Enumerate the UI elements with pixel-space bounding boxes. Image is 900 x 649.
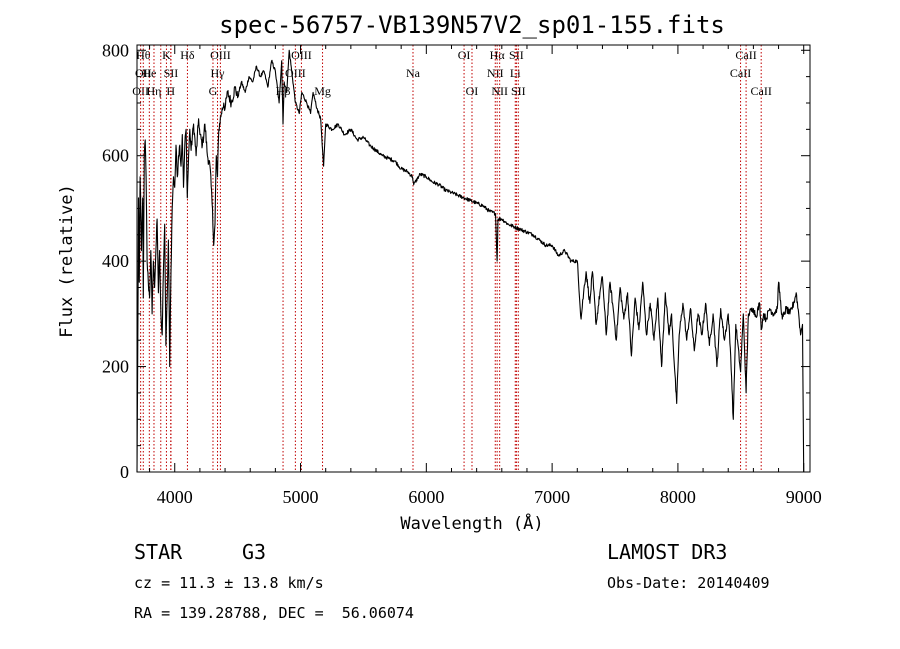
y-tick-label: 800 <box>102 40 129 60</box>
spectral-line-label: SII <box>164 66 179 80</box>
y-tick-label: 0 <box>120 462 129 482</box>
spectral-line-label: Hη <box>147 84 162 98</box>
x-axis-label: Wavelength (Å) <box>400 512 543 534</box>
y-tick-label: 600 <box>102 146 129 166</box>
x-tick-label: 7000 <box>534 487 570 507</box>
spectral-line-label: Hδ <box>180 48 195 62</box>
observation-date: Obs-Date: 20140409 <box>607 574 770 592</box>
spectral-line-label: OIII <box>285 66 306 80</box>
x-tick-label: 9000 <box>786 487 822 507</box>
spectral-line-label: He <box>142 66 156 80</box>
spectral-line-label: NII <box>487 66 504 80</box>
spectral-line-label: Na <box>406 66 421 80</box>
spectral-line-label: OIII <box>210 48 231 62</box>
spectral-lines: OIIHθOIIHeHηKHSIIHδGHγOIIIHβOIIIOIIIMgNa… <box>132 45 772 472</box>
y-tick-label: 400 <box>102 251 129 271</box>
spectral-line-label: OII <box>132 84 149 98</box>
spectral-line-label: SII <box>509 48 524 62</box>
object-subclass: G3 <box>242 540 267 564</box>
spectral-line-label: CaII <box>751 84 772 98</box>
axes: 4000 5000 6000 7000 8000 9000 0 200 400 600 800 <box>102 40 822 507</box>
spectral-line-label: SII <box>511 84 526 98</box>
spectral-line-label: G <box>209 84 218 98</box>
spectral-line-label: Hθ <box>136 48 151 62</box>
plot-frame <box>136 44 811 473</box>
spectral-line-label: CaII <box>735 48 756 62</box>
spectral-line-label: NII <box>491 84 508 98</box>
series-layer <box>136 49 805 473</box>
y-axis-label: Flux (relative) <box>57 184 77 338</box>
spectral-line-label: Mg <box>314 84 331 98</box>
spectral-line-label: OI <box>466 84 479 98</box>
spectral-line-label: CaII <box>730 66 751 80</box>
spectral-line-label: K <box>162 48 171 62</box>
spectral-line-label: OIII <box>291 48 312 62</box>
object-class: STAR <box>134 540 183 564</box>
coordinates: RA = 139.28788, DEC = 56.06074 <box>134 604 414 622</box>
spectral-line-label: OI <box>458 48 471 62</box>
survey-name: LAMOST DR3 <box>607 540 728 564</box>
x-tick-label: 8000 <box>660 487 696 507</box>
x-tick-label: 5000 <box>283 487 319 507</box>
chart-title: spec-56757-VB139N57V2_sp01-155.fits <box>219 11 725 39</box>
redshift-cz: cz = 11.3 ± 13.8 km/s <box>134 574 324 592</box>
flux-series-line <box>136 49 805 473</box>
spectral-line-label: Hγ <box>211 66 226 80</box>
x-tick-label: 4000 <box>157 487 193 507</box>
spectral-line-label: Hα <box>490 48 506 62</box>
x-tick-label: 6000 <box>408 487 444 507</box>
y-tick-label: 200 <box>102 357 129 377</box>
spectral-line-label: Li <box>510 66 521 80</box>
